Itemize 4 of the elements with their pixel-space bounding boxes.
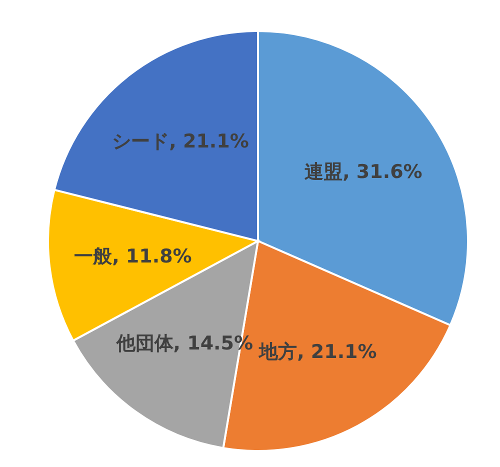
slice-label: 地方, 21.1% [258, 340, 377, 363]
slice-label: 連盟, 31.6% [304, 161, 422, 184]
slice-label: シード, 21.1% [112, 130, 249, 153]
slice-label: 一般, 11.8% [74, 246, 192, 268]
